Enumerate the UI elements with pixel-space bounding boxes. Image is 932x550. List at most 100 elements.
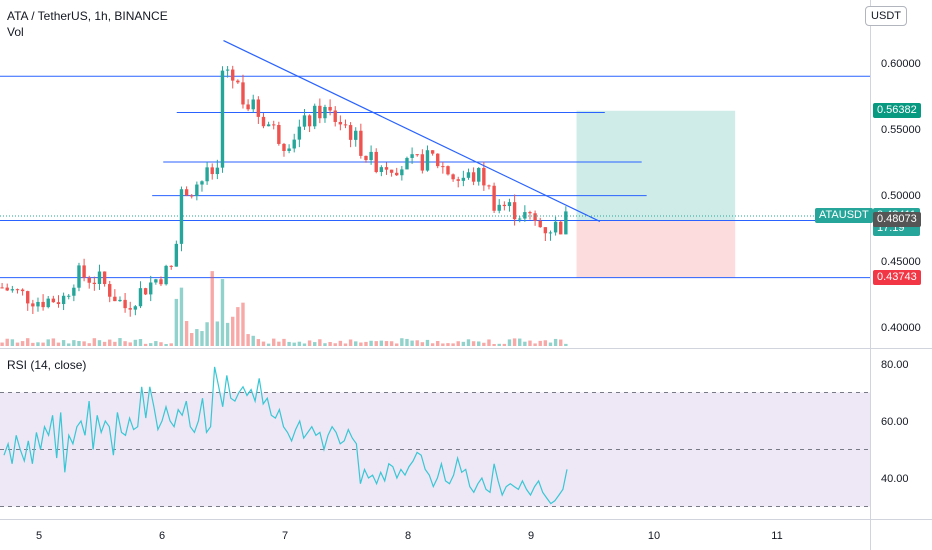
candle-98 <box>502 204 507 207</box>
volume-bar-108 <box>553 338 558 346</box>
candle-56 <box>287 148 291 151</box>
currency-button[interactable]: USDT <box>865 6 907 26</box>
candle-23 <box>118 299 122 302</box>
volume-bar-26 <box>133 339 138 346</box>
candle-79 <box>405 157 409 170</box>
volume-bar-8 <box>41 342 45 346</box>
volume-bar-103 <box>528 340 532 346</box>
price-tick-label-3: 0.45000 <box>881 256 921 268</box>
candle-55 <box>282 143 286 151</box>
time-tick-label-0: 5 <box>36 530 42 542</box>
volume-bar-58 <box>297 341 302 346</box>
candle-94 <box>482 167 486 186</box>
volume-bar-29 <box>149 343 153 346</box>
volume-bar-62 <box>318 339 322 346</box>
candle-6 <box>31 303 35 307</box>
candle-52 <box>266 124 271 127</box>
price-tick-label-1: 0.55000 <box>881 124 921 136</box>
candle-53 <box>272 124 276 126</box>
volume-bar-88 <box>451 343 455 346</box>
candle-108 <box>553 221 558 233</box>
time-tick-label-1: 6 <box>159 530 165 542</box>
volume-bar-47 <box>241 302 245 346</box>
volume-bar-59 <box>302 343 307 346</box>
volume-bar-83 <box>425 339 430 346</box>
candle-8 <box>41 301 45 308</box>
candle-81 <box>415 154 419 156</box>
volume-bar-7 <box>36 342 40 346</box>
loss-zone <box>576 220 736 278</box>
volume-bar-107 <box>548 342 553 346</box>
volume-bar-67 <box>343 343 348 346</box>
candle-77 <box>395 172 399 176</box>
volume-bar-87 <box>446 343 450 346</box>
price-tick-label-4: 0.40000 <box>881 322 921 334</box>
candle-0 <box>0 287 4 289</box>
target-price-tag: 0.56382 <box>873 102 921 118</box>
candle-18 <box>92 282 97 285</box>
candle-10 <box>51 298 56 303</box>
candle-37 <box>190 195 194 197</box>
candle-5 <box>26 291 30 304</box>
candle-82 <box>420 154 425 171</box>
candle-40 <box>205 167 209 182</box>
volume-bar-5 <box>26 338 30 346</box>
candle-104 <box>533 213 537 221</box>
candle-39 <box>200 181 204 185</box>
time-tick-label-4: 9 <box>528 530 534 542</box>
candle-19 <box>97 271 102 285</box>
volume-bar-82 <box>420 342 425 346</box>
candle-30 <box>154 279 158 283</box>
volume-bar-11 <box>56 342 61 346</box>
candle-90 <box>461 177 466 181</box>
candle-63 <box>323 106 327 119</box>
volume-bar-6 <box>31 342 35 346</box>
candle-49 <box>251 99 255 110</box>
candle-26 <box>133 306 138 310</box>
candle-100 <box>512 202 517 220</box>
candle-54 <box>277 124 281 144</box>
volume-bar-85 <box>436 341 440 346</box>
volume-bar-100 <box>512 338 517 346</box>
volume-bar-23 <box>118 338 122 346</box>
volume-bar-93 <box>477 341 481 346</box>
volume-bar-53 <box>272 338 276 346</box>
candle-31 <box>159 279 163 285</box>
candle-11 <box>56 302 61 305</box>
candle-102 <box>523 212 527 219</box>
candle-110 <box>564 211 568 235</box>
candle-70 <box>359 130 363 156</box>
candle-88 <box>451 174 455 180</box>
candle-21 <box>108 284 112 297</box>
candle-9 <box>46 298 50 308</box>
volume-bar-79 <box>405 338 409 346</box>
volume-bar-1 <box>5 338 9 346</box>
volume-bar-27 <box>138 339 143 346</box>
volume-bar-4 <box>20 341 25 346</box>
candle-42 <box>215 167 220 175</box>
candle-41 <box>210 167 214 175</box>
candle-59 <box>302 115 307 127</box>
volume-bar-50 <box>256 339 261 346</box>
candle-20 <box>102 271 107 285</box>
candle-14 <box>72 287 76 296</box>
rsi-tick-label-0: 80.00 <box>881 359 909 371</box>
volume-bar-74 <box>379 340 384 346</box>
trend-line <box>223 40 601 222</box>
candle-3 <box>15 289 20 291</box>
candle-69 <box>354 130 358 140</box>
volume-bar-43 <box>220 279 225 346</box>
time-tick-label-2: 7 <box>282 530 288 542</box>
volume-bar-98 <box>502 343 507 346</box>
volume-bar-13 <box>67 343 71 346</box>
volume-bar-19 <box>97 340 102 346</box>
candle-97 <box>497 204 501 211</box>
candle-48 <box>246 104 250 110</box>
volume-bar-10 <box>51 338 56 346</box>
volume-bar-96 <box>492 343 496 346</box>
volume-bar-28 <box>143 343 148 346</box>
volume-bar-15 <box>77 341 81 346</box>
volume-bar-101 <box>518 338 522 346</box>
volume-bar-60 <box>307 340 312 346</box>
